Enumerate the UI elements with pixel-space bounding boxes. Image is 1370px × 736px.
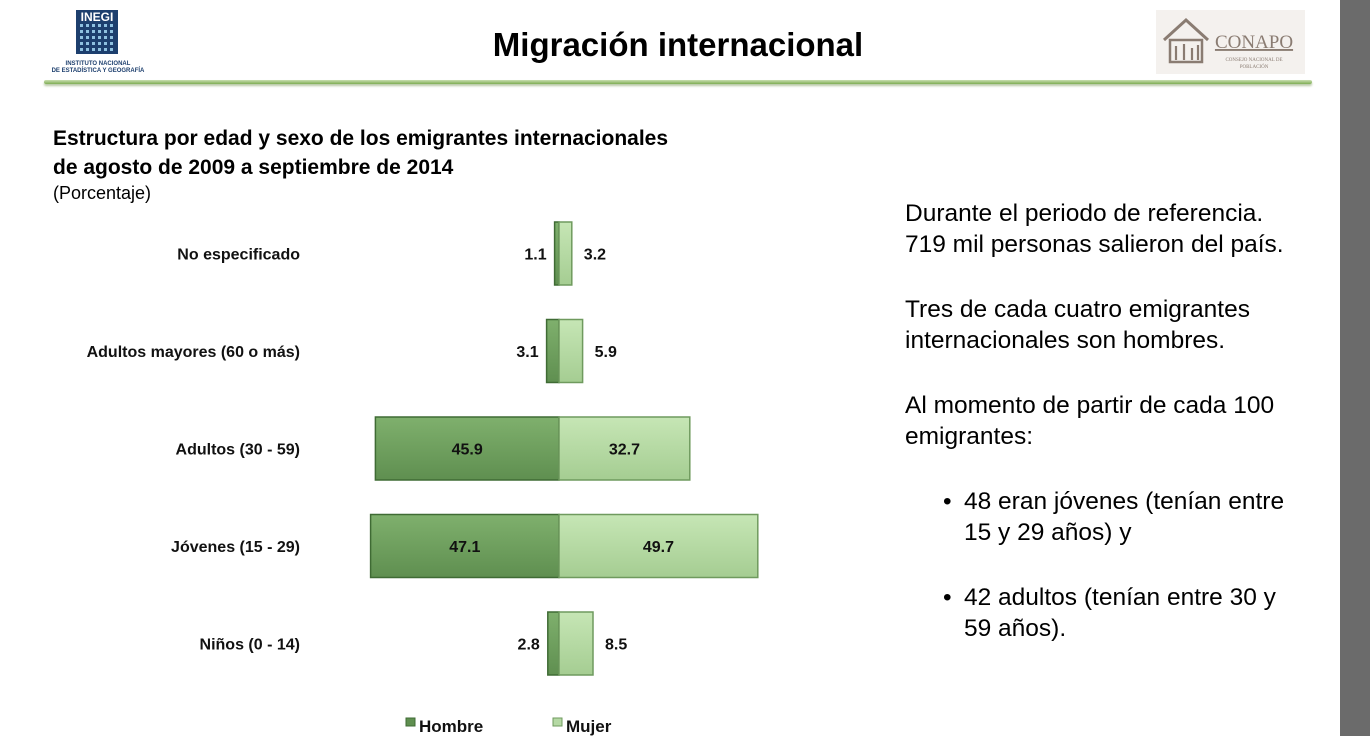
bar-mujer	[558, 318, 584, 384]
inegi-logo-icon: INEGI INSTITUTO NACIONAL DE ESTADÍSTICA …	[43, 8, 153, 76]
svg-text:CONAPO: CONAPO	[1215, 32, 1293, 53]
data-label-mujer: 3.2	[584, 247, 606, 264]
side-paragraph-2-line-2: internacionales son hombres.	[905, 327, 1226, 354]
category-label: Niños (0 - 14)	[200, 637, 300, 654]
conapo-logo-icon: CONAPO CONSEJO NACIONAL DE POBLACIÓN	[1156, 10, 1305, 74]
side-paragraph-2-line-1: Tres de cada cuatro emigrantes	[905, 296, 1250, 323]
side-paragraph-1-line-1: Durante el periodo de referencia.	[905, 200, 1264, 227]
side-paragraph-2: Tres de cada cuatro emigrantes internaci…	[905, 294, 1325, 356]
category-label: Jóvenes (15 - 29)	[171, 539, 300, 556]
data-label-hombre: 2.8	[518, 637, 540, 654]
side-paragraph-1: Durante el periodo de referencia. 719 mi…	[905, 198, 1325, 260]
side-paragraph-1-line-2: 719 mil personas salieron del país.	[905, 231, 1284, 258]
side-paragraph-3: Al momento de partir de cada 100 emigran…	[905, 390, 1325, 452]
data-label-hombre: 45.9	[452, 442, 483, 459]
chart-title: Estructura por edad y sexo de los emigra…	[53, 124, 668, 182]
data-label-mujer: 49.7	[643, 539, 674, 556]
side-bullet-1-line-2: 15 y 29 años) y	[964, 519, 1132, 546]
slide: INEGI INSTITUTO NACIONAL DE ESTADÍSTICA …	[0, 0, 1340, 736]
data-label-mujer: 5.9	[595, 344, 617, 361]
legend-label-mujer: Mujer	[566, 717, 612, 736]
category-label: Adultos (30 - 59)	[176, 442, 300, 459]
side-bullet-2-line-2: 59 años).	[964, 615, 1067, 642]
population-pyramid-chart: No especificado 1.1 3.2 Adultos mayores (60…	[87, 221, 759, 736]
svg-text:DE ESTADÍSTICA Y GEOGRAFÍA: DE ESTADÍSTICA Y GEOGRAFÍA	[52, 66, 145, 74]
data-label-mujer: 8.5	[605, 637, 627, 654]
legend-swatch-hombre	[405, 717, 416, 727]
data-label-mujer: 32.7	[609, 442, 640, 459]
bar-hombre	[369, 513, 560, 579]
side-bullet-2: 42 adultos (tenían entre 30 y 59 años).	[905, 582, 1325, 644]
legend-label-hombre: Hombre	[419, 717, 483, 736]
side-bullet-1-line-1: 48 eran jóvenes (tenían entre	[964, 488, 1285, 515]
side-bullet-2-line-1: 42 adultos (tenían entre 30 y	[964, 584, 1276, 611]
chart-subtitle: (Porcentaje)	[53, 183, 152, 203]
bar-hombre	[547, 611, 560, 676]
side-paragraph-3-line-1: Al momento de partir de cada 100	[905, 392, 1275, 419]
bar-mujer	[558, 611, 594, 676]
svg-text:POBLACIÓN: POBLACIÓN	[1240, 64, 1269, 70]
chart-title-line-1: Estructura por edad y sexo de los emigra…	[53, 127, 669, 150]
bar-mujer	[558, 513, 759, 579]
legend-swatch-mujer	[552, 717, 563, 727]
svg-text:INSTITUTO NACIONAL: INSTITUTO NACIONAL	[66, 61, 131, 67]
category-label: No especificado	[177, 247, 300, 264]
side-text-panel: Durante el periodo de referencia. 719 mi…	[905, 198, 1325, 678]
window-background-right	[1340, 0, 1370, 736]
chart-title-line-2: de agosto de 2009 a septiembre de 2014	[53, 156, 454, 179]
side-bullet-1: 48 eran jóvenes (tenían entre 15 y 29 añ…	[905, 486, 1325, 548]
data-label-hombre: 3.1	[516, 344, 538, 361]
svg-text:CONSEJO NACIONAL DE: CONSEJO NACIONAL DE	[1225, 58, 1282, 63]
svg-text:INEGI: INEGI	[81, 10, 114, 24]
bar-mujer	[558, 416, 691, 481]
header-divider	[44, 80, 1312, 84]
data-label-hombre: 47.1	[449, 539, 480, 556]
side-bullet-list: 48 eran jóvenes (tenían entre 15 y 29 añ…	[905, 486, 1325, 644]
bar-hombre	[545, 318, 560, 384]
data-label-hombre: 1.1	[524, 247, 546, 264]
side-paragraph-3-line-2: emigrantes:	[905, 423, 1034, 450]
bar-mujer	[558, 221, 573, 286]
page-title: Migración internacional	[492, 26, 864, 63]
category-label: Adultos mayores (60 o más)	[87, 344, 300, 361]
